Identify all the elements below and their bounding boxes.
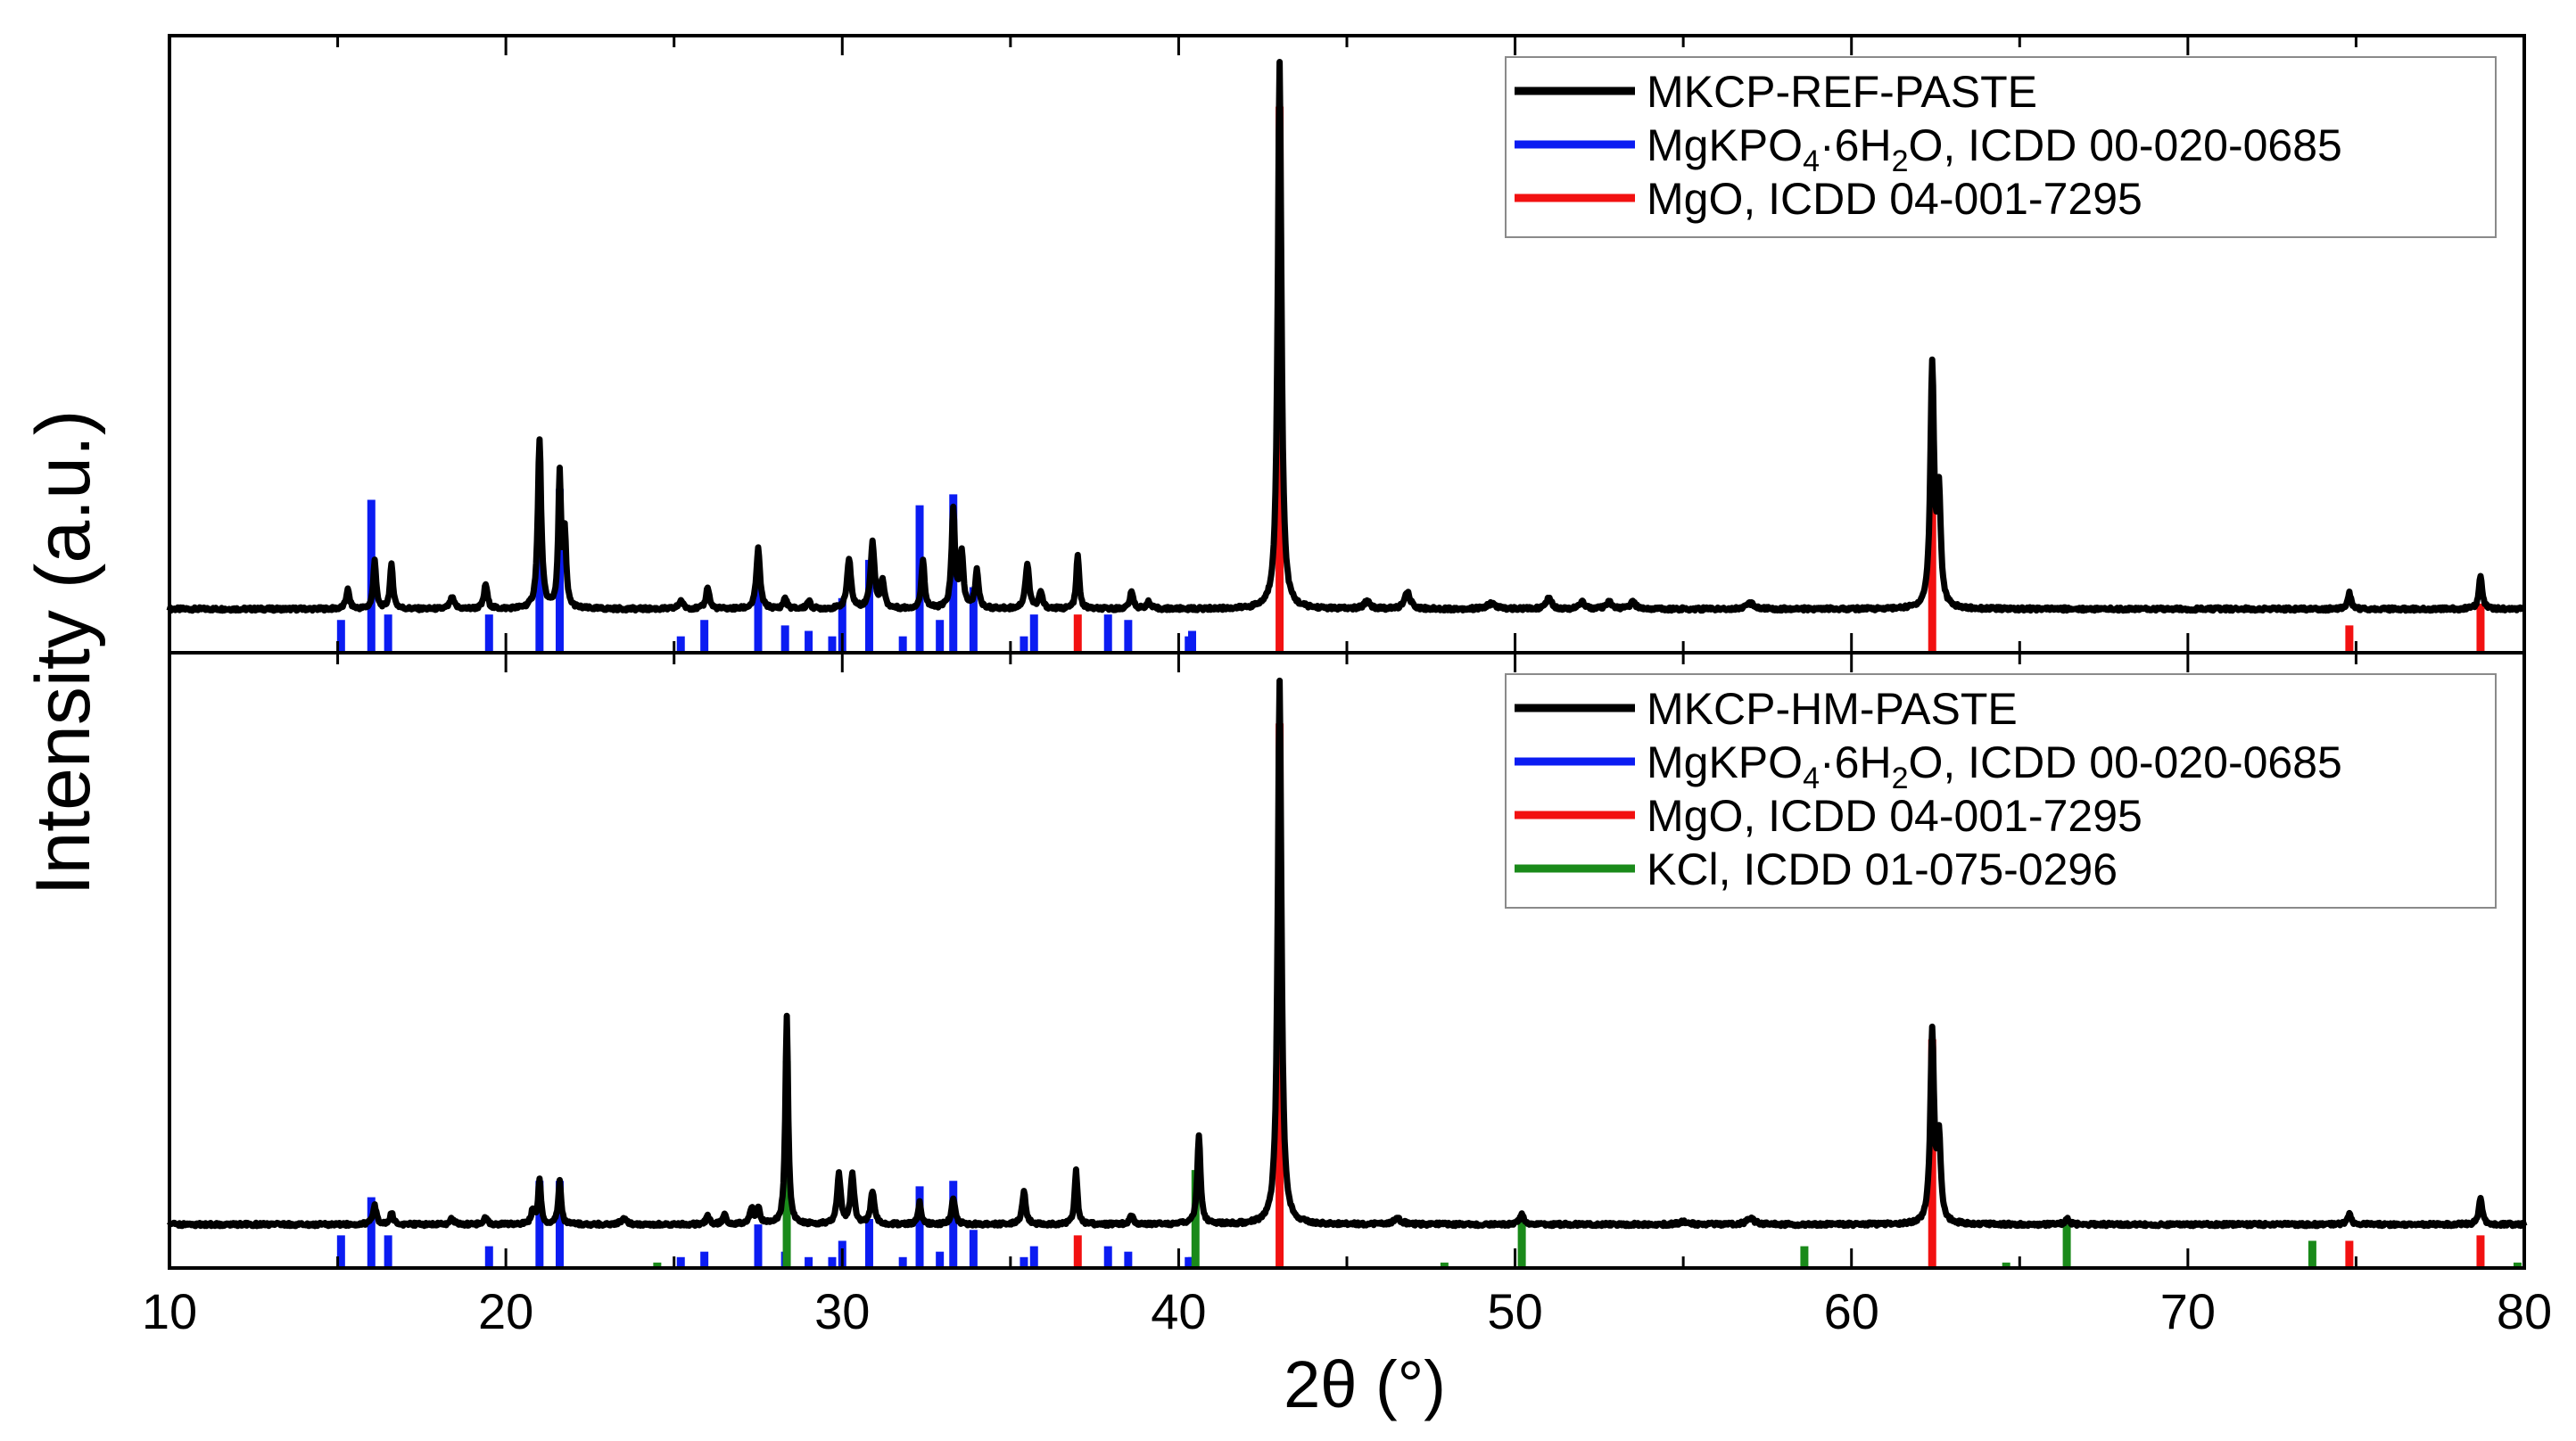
x-axis-label: 2θ (°): [1284, 1347, 1446, 1421]
legend-text-part: O, ICDD 00-020-0685: [1908, 120, 2341, 170]
x-tick-label: 50: [1487, 1283, 1542, 1339]
frame-layer: 10 20 30 40 50 60 70 80: [142, 34, 2552, 1339]
x-tick-label: 40: [1151, 1283, 1206, 1339]
legend-subscript: 2: [1892, 762, 1909, 795]
pattern-line-top: [166, 59, 2527, 614]
x-tick-label: 70: [2160, 1283, 2216, 1339]
y-axis-label: Intensity (a.u.): [21, 410, 106, 896]
legend-text-part: ·6H: [1820, 737, 1892, 787]
x-tick-label: 30: [814, 1283, 870, 1339]
legend-label-mkp: MgKPO4·6H2O, ICDD 00-020-0685: [1647, 120, 2342, 178]
x-tick-label: 10: [142, 1283, 197, 1339]
legend-text-part: O, ICDD 00-020-0685: [1908, 737, 2341, 787]
legend-label-mgo: MgO, ICDD 04-001-7295: [1647, 791, 2143, 841]
legend-subscript: 4: [1803, 762, 1820, 795]
x-tick-label: 60: [1824, 1283, 1879, 1339]
legend-box: [1505, 673, 2497, 909]
legend-subscript: 4: [1803, 144, 1820, 178]
legend-box: [1505, 56, 2497, 238]
legend-text-part: MgKPO: [1647, 737, 1803, 787]
legend-label-mkp: MgKPO4·6H2O, ICDD 00-020-0685: [1647, 737, 2342, 795]
legend-text-part: ·6H: [1820, 120, 1892, 170]
legend-label-mgo: MgO, ICDD 04-001-7295: [1647, 174, 2143, 224]
x-tick-label: 80: [2497, 1283, 2552, 1339]
legend-label-pattern: MKCP-REF-PASTE: [1647, 67, 2037, 117]
legend-subscript: 2: [1892, 144, 1909, 178]
reference-series-kcl: [653, 1060, 2522, 1268]
legend-text-part: MgKPO: [1647, 120, 1803, 170]
x-tick-label: 20: [478, 1283, 533, 1339]
legend-label-kcl: KCl, ICDD 01-075-0296: [1647, 844, 2118, 894]
reference-series-mkp: [336, 489, 1197, 653]
legend-label-pattern: MKCP-HM-PASTE: [1647, 684, 2018, 734]
pattern-line-bottom: [166, 677, 2528, 1230]
